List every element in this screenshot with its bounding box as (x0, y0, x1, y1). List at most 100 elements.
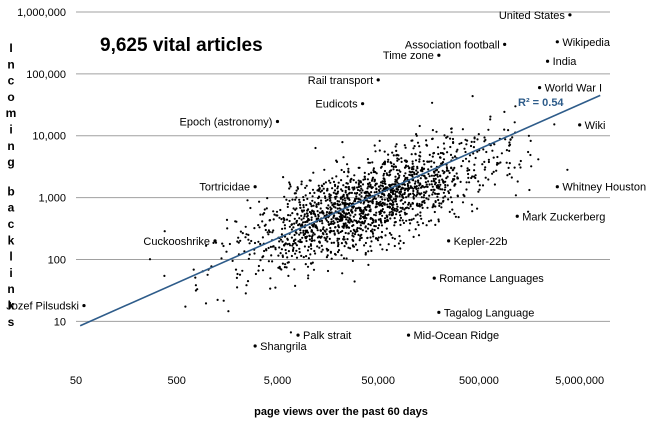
labeled-point (361, 102, 365, 106)
data-point (308, 238, 311, 241)
data-point (321, 222, 324, 225)
data-point (500, 152, 503, 155)
data-point (148, 258, 152, 261)
data-point (367, 223, 370, 226)
data-point (398, 211, 401, 214)
data-point (374, 197, 377, 200)
data-point (410, 168, 414, 171)
data-point (553, 123, 556, 126)
data-point (299, 206, 302, 209)
data-point (253, 227, 256, 230)
data-point (245, 284, 248, 287)
data-point (446, 175, 449, 178)
data-point (393, 237, 396, 240)
data-point (409, 205, 412, 208)
data-point (234, 268, 238, 271)
data-point (236, 240, 239, 243)
data-point (272, 210, 275, 213)
data-point (422, 160, 425, 163)
data-point (290, 236, 293, 239)
data-point (443, 147, 446, 150)
data-point (354, 200, 357, 203)
data-point (212, 241, 215, 244)
data-point (289, 214, 292, 217)
data-point (336, 192, 339, 195)
data-point (413, 193, 416, 197)
data-point (396, 159, 399, 162)
data-point (427, 198, 430, 201)
data-point (350, 220, 353, 223)
data-point (436, 195, 439, 198)
data-point (383, 194, 386, 197)
data-point (369, 183, 372, 187)
data-point (341, 189, 344, 192)
data-point (393, 244, 396, 248)
data-point (381, 210, 384, 213)
data-point (299, 224, 303, 227)
data-point (421, 222, 425, 225)
data-point (310, 212, 313, 215)
labeled-point (555, 40, 559, 44)
data-point (377, 224, 381, 227)
data-point (351, 232, 354, 235)
data-point (424, 191, 427, 194)
data-point (302, 217, 305, 220)
data-point (448, 171, 451, 174)
data-point (286, 237, 289, 240)
data-point (261, 213, 264, 216)
data-point (391, 206, 395, 209)
data-point (309, 253, 312, 256)
data-point (334, 226, 337, 229)
point-label: Palk strait (303, 330, 351, 342)
data-point (423, 174, 426, 177)
data-point (508, 149, 511, 152)
data-point (393, 217, 396, 220)
data-point (451, 156, 454, 159)
data-point (269, 287, 272, 290)
data-point (371, 202, 374, 205)
data-point (357, 197, 360, 200)
data-point (337, 249, 341, 252)
data-point (400, 210, 403, 213)
data-point (339, 230, 342, 234)
data-point (336, 250, 340, 254)
data-points (148, 95, 569, 334)
data-point (477, 133, 480, 136)
data-point (194, 276, 197, 279)
data-point (471, 175, 474, 178)
point-label: Mid-Ocean Ridge (414, 330, 500, 342)
data-point (463, 147, 466, 150)
data-point (340, 188, 343, 191)
data-point (295, 196, 298, 199)
data-point (446, 151, 449, 154)
data-point (279, 267, 282, 270)
data-point (407, 187, 411, 190)
data-point (390, 162, 393, 165)
data-point (483, 168, 486, 171)
data-point (366, 178, 369, 181)
data-point (377, 202, 380, 205)
data-point (398, 219, 402, 222)
data-point (339, 219, 342, 222)
y-tick-label: 1,000 (38, 193, 66, 205)
data-point (367, 161, 370, 164)
data-point (399, 223, 402, 226)
data-point (427, 180, 430, 183)
data-point (287, 250, 290, 253)
data-point (325, 219, 328, 222)
data-point (365, 230, 368, 233)
data-point (461, 159, 465, 163)
data-point (247, 233, 250, 236)
data-point (417, 179, 420, 182)
data-point (457, 216, 460, 219)
labeled-point (296, 333, 300, 337)
data-point (368, 193, 371, 196)
data-point (452, 141, 455, 145)
data-point (314, 252, 317, 255)
data-point (432, 152, 435, 155)
data-point (410, 139, 413, 142)
data-point (404, 178, 407, 181)
data-point (399, 199, 402, 202)
data-point (398, 195, 401, 198)
data-point (285, 252, 288, 255)
